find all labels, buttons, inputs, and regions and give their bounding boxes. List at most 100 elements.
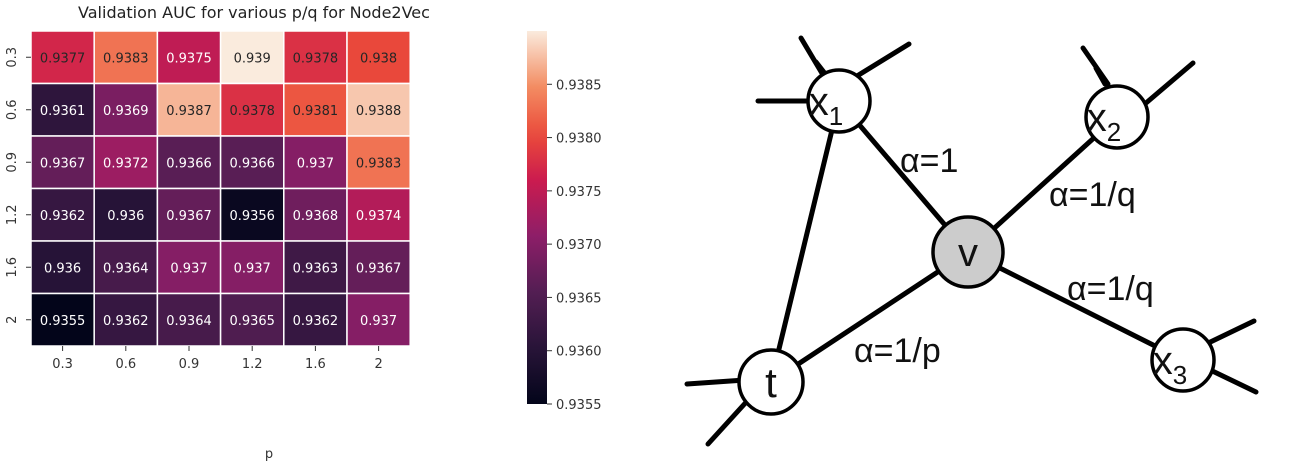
edge-label-v-x3: α=1/q [1067, 270, 1154, 308]
stub-x2-c [1143, 60, 1196, 106]
heatmap-cell [219, 240, 285, 295]
y-tick-label: 0.3 [5, 47, 20, 68]
nodes [737, 68, 1216, 416]
heatmap-panel: Validation AUC for various p/q for Node2… [5, 3, 602, 462]
stub-x2-b [1093, 65, 1108, 87]
edge-label-v-t: α=1/p [854, 332, 941, 370]
cell-value-label: 0.9367 [40, 156, 86, 171]
heatmap-cell [346, 135, 411, 190]
cell-value-label: 0.9375 [166, 51, 212, 66]
heatmap-cell [30, 187, 95, 242]
cell-value-label: 0.937 [360, 314, 397, 329]
cell-value-label: 0.9362 [40, 209, 86, 224]
cell-value-label: 0.9378 [229, 104, 275, 119]
edges [768, 98, 1186, 385]
node-x3 [1150, 327, 1216, 393]
node-v [931, 215, 1005, 289]
heatmap-cell [156, 187, 222, 242]
node2vec-diagram: x1 x2 v t x3 α=1 α=1/q α=1/q α=1/p [684, 35, 1259, 447]
heatmap-cell [93, 30, 159, 85]
cell-value-label: 0.936 [107, 209, 144, 224]
cell-value-label: 0.9355 [40, 314, 86, 329]
stub-t-b [705, 396, 752, 447]
edge-v-x3 [965, 249, 1186, 363]
colorbar-tick-label: 0.9355 [556, 398, 602, 413]
edge-label-v-x2: α=1/q [1049, 176, 1136, 214]
cell-value-label: 0.937 [297, 156, 334, 171]
edge-x1-t [768, 98, 842, 385]
heatmap-cell [283, 135, 348, 190]
cell-value-label: 0.936 [44, 261, 81, 276]
x-tick-label: 0.3 [52, 357, 73, 372]
colorbar-tick-label: 0.9375 [556, 185, 602, 200]
cell-value-label: 0.9368 [293, 209, 339, 224]
cell-value-label: 0.937 [234, 261, 271, 276]
cell-value-label: 0.9364 [166, 314, 212, 329]
x-tick-label: 0.6 [115, 357, 136, 372]
cell-value-label: 0.9383 [356, 156, 402, 171]
node-x1-label: x1 [809, 80, 843, 131]
heatmap-cell [283, 187, 348, 242]
heatmap-cell [346, 30, 411, 85]
heatmap-cell [283, 240, 348, 295]
colorbar-tick-label: 0.9385 [556, 78, 602, 93]
y-tick-labels: 0.3 0.6 0.9 1.2 1.6 2 [5, 47, 31, 324]
cell-value-label: 0.9364 [103, 261, 149, 276]
heatmap-cell [346, 187, 411, 242]
stub-t-a [684, 377, 748, 387]
heatmap-cell [219, 82, 285, 137]
node-t [737, 348, 805, 416]
heatmap-cell [219, 187, 285, 242]
cell-value-label: 0.9366 [166, 156, 212, 171]
cell-value-label: 0.9363 [293, 261, 339, 276]
x-tick-labels: 0.3 0.6 0.9 1.2 1.6 2 [52, 346, 383, 372]
node-x3-label: x3 [1153, 339, 1187, 390]
heatmap-cell [346, 292, 411, 347]
edge-v-t [768, 249, 971, 385]
y-tick-label: 2 [5, 316, 20, 324]
cell-value-label: 0.9362 [293, 314, 339, 329]
edge-label-v-x1: α=1 [900, 142, 958, 180]
cell-value-label: 0.9381 [293, 104, 339, 119]
chart-title: Validation AUC for various p/q for Node2… [78, 3, 430, 22]
x-axis-label: p [265, 447, 273, 462]
node-v-label: v [958, 231, 978, 275]
cell-value-label: 0.9361 [40, 104, 86, 119]
cell-value-label: 0.9366 [229, 156, 275, 171]
x-tick-label: 0.9 [179, 357, 200, 372]
colorbar-tick-label: 0.9370 [556, 238, 602, 253]
stub-x1-c [854, 41, 912, 79]
y-tick-label: 0.9 [5, 152, 20, 173]
y-tick-label: 0.6 [5, 99, 20, 120]
cell-value-label: 0.9387 [166, 104, 212, 119]
heatmap-cell [30, 292, 95, 347]
cell-value-label: 0.9377 [40, 51, 86, 66]
colorbar: 0.9355 0.9360 0.9365 0.9370 0.9375 0.9380 0.93… [527, 31, 602, 413]
cell-value-label: 0.937 [170, 261, 207, 276]
node-x2-label: x2 [1087, 96, 1121, 147]
x-tick-label: 1.2 [242, 357, 263, 372]
cell-value-label: 0.939 [234, 51, 271, 66]
heatmap-cell [346, 82, 411, 137]
x-tick-label: 2 [374, 357, 382, 372]
cell-value-label: 0.9367 [166, 209, 212, 224]
cell-value-label: 0.938 [360, 51, 397, 66]
colorbar-gradient [527, 31, 547, 404]
colorbar-tick-label: 0.9360 [556, 345, 602, 360]
cell-value-label: 0.9367 [356, 261, 402, 276]
y-tick-label: 1.6 [5, 257, 20, 278]
heatmap-cell [93, 135, 159, 190]
cell-value-label: 0.9374 [356, 209, 402, 224]
cell-value-label: 0.9388 [356, 104, 402, 119]
colorbar-tick-label: 0.9365 [556, 291, 602, 306]
heatmap-cell [219, 135, 285, 190]
cell-value-label: 0.9378 [293, 51, 339, 66]
cell-value-label: 0.9369 [103, 104, 149, 119]
y-tick-label: 1.2 [5, 204, 20, 225]
heatmap-cells: 0.9377 0.9383 0.9375 0.939 0.9378 0.938 0.9361… [30, 30, 411, 347]
heatmap-cell [93, 82, 159, 137]
x-tick-label: 1.6 [305, 357, 326, 372]
heatmap-cell [93, 187, 159, 242]
cell-value-label: 0.9356 [229, 209, 275, 224]
